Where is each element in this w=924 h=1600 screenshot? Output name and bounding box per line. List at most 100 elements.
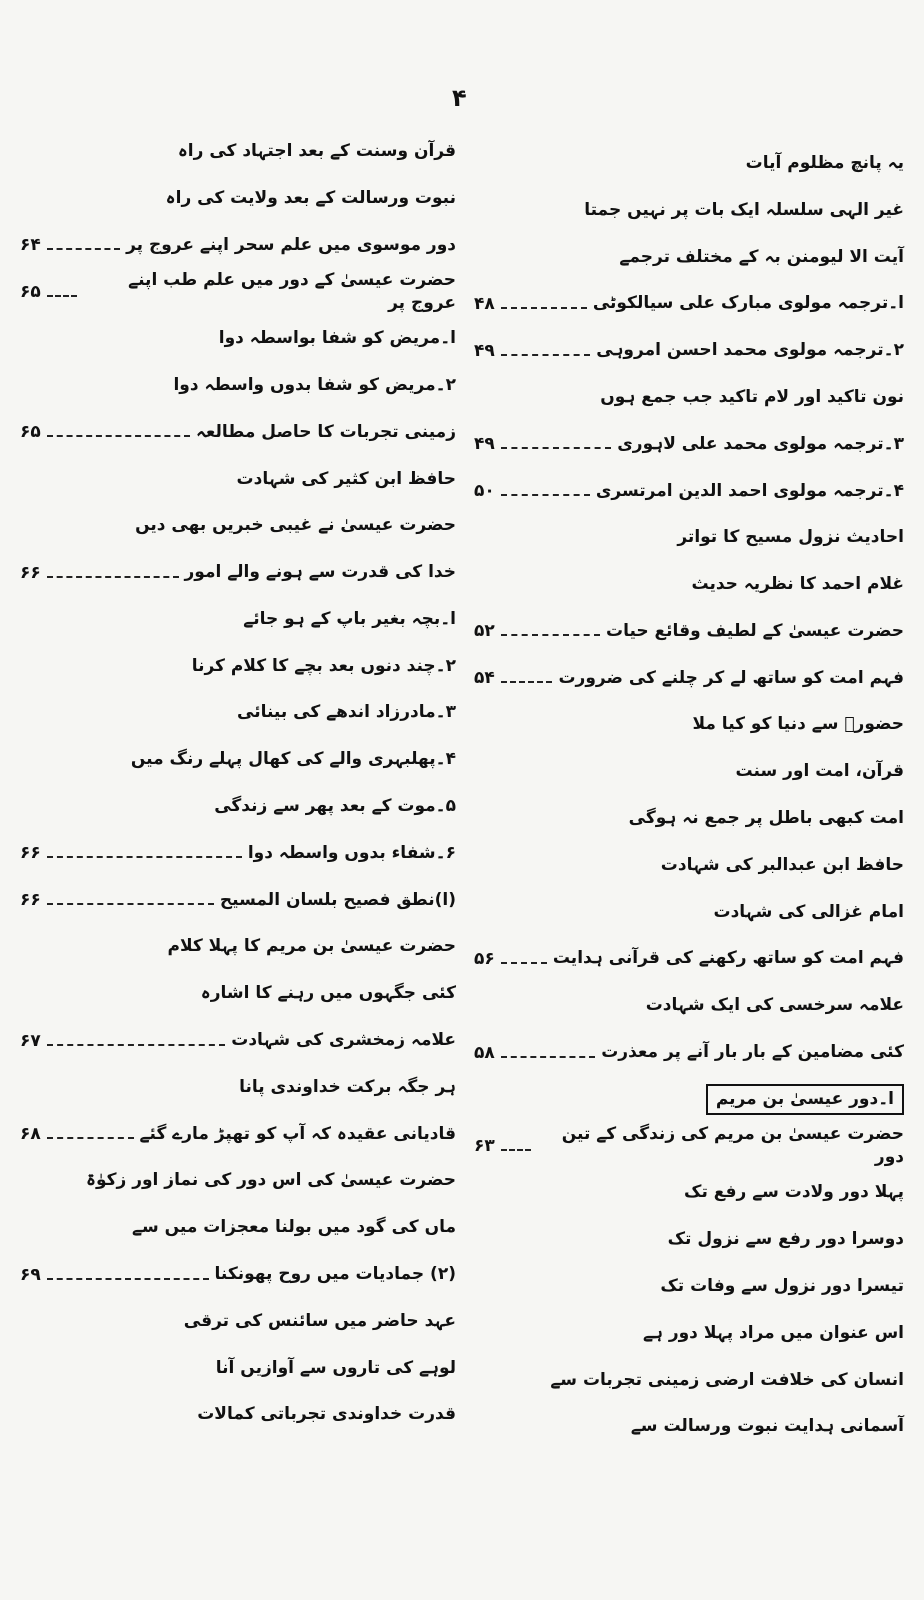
toc-entry-title: آسمانی ہدایت نبوت ورسالت سے [630,1416,904,1437]
toc-entry-title: امام غزالی کی شہادت [713,901,904,922]
dotted-leader [46,1137,134,1140]
toc-entry: قرآن وسنت کے بعد اجتہاد کی راہ [20,128,456,175]
toc-entry: غیر الہی سلسلہ ایک بات پر نہیں جمتا [474,187,904,234]
toc-entry-title: ۲۔چند دنوں بعد بچے کا کلام کرنا [191,655,456,676]
dotted-leader [46,1043,226,1046]
toc-entry: ماں کی گود میں بولنا معجزات میں سے [20,1204,456,1251]
toc-left-column: قرآن وسنت کے بعد اجتہاد کی راہ نبوت ورسال… [20,128,456,1438]
toc-entry: قدرت خداوندی تجرباتی کمالات [20,1392,456,1439]
toc-entry-page: ۶۶ [20,562,41,583]
toc-entry-title: زمینی تجربات کا حاصل مطالعہ [195,421,456,442]
toc-entry: ۳۔مادرزاد اندھے کی بینائی [20,690,456,737]
toc-entry: خدا کی قدرت سے ہونے والے امور ۶۶ [20,549,456,596]
toc-entry-title: علامہ سرخسی کی ایک شہادت [645,995,904,1016]
toc-entry-page: ۶۶ [20,843,41,864]
toc-entry: آسمانی ہدایت نبوت ورسالت سے [474,1404,904,1451]
toc-entry: امام غزالی کی شہادت [474,889,904,936]
toc-entry: نون تاکید اور لام تاکید جب جمع ہوں [474,374,904,421]
toc-entry-title: قرآن وسنت کے بعد اجتہاد کی راہ [177,140,456,161]
toc-entry-title: حافظ ابن عبدالبر کی شہادت [660,854,904,875]
toc-right-column: یہ پانچ مظلوم آیات غیر الہی سلسلہ ایک بات… [474,140,904,1450]
toc-entry-title: ا۔ترجمہ مولوی مبارک علی سیالکوٹی [592,293,904,314]
toc-entry: دوسرا دور رفع سے نزول تک [474,1216,904,1263]
toc-entry-title: ۲۔مریض کو شفا بدوں واسطہ دوا [173,374,456,395]
toc-entry-title: (ا)نطق فصیح بلسان المسیح [219,889,456,910]
toc-entry-title: علامہ زمخشری کی شہادت [231,1030,456,1051]
toc-entry-title: دوسرا دور رفع سے نزول تک [667,1229,904,1250]
dotted-leader [500,353,591,356]
toc-entry-title: کئی مضامین کے بار بار آنے پر معذرت [601,1042,904,1063]
toc-entry: آیت الا لیومنن بہ کے مختلف ترجمے [474,234,904,281]
toc-entry-title: حضرت عیسیٰ بن مریم کا پہلا کلام [167,936,457,957]
toc-entry-title: حضرت عیسیٰ نے غیبی خبریں بھی دیں [135,515,456,536]
toc-entry-title: حافظ ابن کثیر کی شہادت [236,468,456,489]
toc-entry-title: ۶۔شفاء بدوں واسطہ دوا [247,842,456,863]
toc-entry: کئی مضامین کے بار بار آنے پر معذرت ۵۸ [474,1029,904,1076]
toc-entry-title: ۳۔مادرزاد اندھے کی بینائی [237,702,456,723]
toc-entry: ا۔مریض کو شفا بواسطہ دوا [20,315,456,362]
toc-entry: حضرت عیسیٰ بن مریم کا پہلا کلام [20,924,457,971]
toc-entry-title: ماں کی گود میں بولنا معجزات میں سے [131,1217,456,1238]
dotted-leader [500,493,590,496]
toc-entry: قادیانی عقیدہ کہ آپ کو تھپڑ مارے گئے ۶۸ [20,1111,456,1158]
toc-entry-title: نون تاکید اور لام تاکید جب جمع ہوں [600,386,904,407]
dotted-leader [46,903,214,906]
toc-entry-page: ۶۶ [20,890,41,911]
toc-entry-page: ۵۲ [474,621,495,642]
toc-entry: کئی جگہوں میں رہنے کا اشارہ [20,970,456,1017]
toc-entry: اس عنوان میں مراد پہلا دور ہے [474,1310,904,1357]
toc-entry-title: قادیانی عقیدہ کہ آپ کو تھپڑ مارے گئے [139,1123,456,1144]
toc-entry-title: حضرت عیسیٰ کے دور میں علم طب اپنے عروج پ… [128,269,456,313]
toc-entry-title: تیسرا دور نزول سے وفات تک [660,1276,904,1297]
toc-entry-title: احادیث نزول مسیح کا تواتر [677,527,904,548]
toc-entry: یہ پانچ مظلوم آیات [474,140,904,187]
toc-entry: عہد حاضر میں سائنس کی ترقی [20,1298,456,1345]
toc-entry-title: خدا کی قدرت سے ہونے والے امور [184,562,457,583]
toc-entry: تیسرا دور نزول سے وفات تک [474,1263,904,1310]
toc-entry: دور موسوی میں علم سحر اپنے عروج پر ۶۴ [20,222,456,269]
toc-entry-title: ۴۔ترجمہ مولوی احمد الدین امرتسری [595,480,904,501]
toc-entry: انسان کی خلافت ارضی زمینی تجربات سے [474,1357,904,1404]
toc-entry-title: اس عنوان میں مراد پہلا دور ہے [642,1322,904,1343]
toc-entry-title: کئی جگہوں میں رہنے کا اشارہ [200,983,456,1004]
toc-entry-title: (۲) جمادیات میں روح پھونکنا [214,1264,456,1285]
toc-entry: حضرت عیسیٰ نے غیبی خبریں بھی دیں [20,502,456,549]
toc-entry: (ا)نطق فصیح بلسان المسیح ۶۶ [20,877,456,924]
toc-entry: حضرت عیسیٰ کے دور میں علم طب اپنے عروج پ… [20,268,456,315]
toc-entry-title: فہم امت کو ساتھ رکھنے کی قرآنی ہدایت [552,948,904,969]
toc-entry-title: قدرت خداوندی تجرباتی کمالات [197,1404,456,1425]
toc-entry-title: امت کبھی باطل پر جمع نہ ہوگی [628,808,904,829]
toc-entry: فہم امت کو ساتھ رکھنے کی قرآنی ہدایت ۵۶ [474,936,904,983]
toc-entry-title: حضرت عیسیٰ کے لطیف وقائع حیات [605,620,904,641]
toc-entry: پہلا دور ولادت سے رفع تک [474,1170,904,1217]
dotted-leader [46,294,77,297]
toc-entry-title: غیر الہی سلسلہ ایک بات پر نہیں جمتا [584,199,904,220]
toc-entry-page: ۵۶ [474,948,495,969]
toc-entry-page: ۶۷ [20,1030,41,1051]
toc-entry: حضورؐ سے دنیا کو کیا ملا [474,702,904,749]
toc-entry-title: لوہے کی تاروں سے آوازیں آنا [215,1357,456,1378]
toc-entry: علامہ سرخسی کی ایک شہادت [474,982,904,1029]
dotted-leader [46,1277,209,1280]
toc-entry: ا۔بچہ بغیر باپ کے ہو جائے [20,596,456,643]
dotted-leader [46,435,190,438]
toc-entry: امت کبھی باطل پر جمع نہ ہوگی [474,795,904,842]
toc-entry: ۲۔ترجمہ مولوی محمد احسن امروہی ۴۹ [474,327,904,374]
toc-entry: ا۔دور عیسیٰ بن مریم [474,1076,904,1123]
toc-entry-title: دور موسوی میں علم سحر اپنے عروج پر [126,234,456,255]
toc-entry: ۲۔چند دنوں بعد بچے کا کلام کرنا [20,643,456,690]
toc-entry-title: یہ پانچ مظلوم آیات [745,152,904,173]
toc-entry-title: ۴۔پھلبہری والے کی کھال پہلے رنگ میں [130,749,456,770]
toc-entry: حافظ ابن کثیر کی شہادت [20,456,456,503]
toc-entry-title: فہم امت کو ساتھ لے کر چلنے کی ضرورت [558,667,904,688]
toc-entry-title: ہر جگہ برکت خداوندی پانا [239,1076,456,1097]
page-number: ۴ [452,84,467,112]
toc-entry: حضرت عیسیٰ کی اس دور کی نماز اور زکوٰۃ [20,1158,456,1205]
toc-entry-page: ۴۹ [474,434,495,455]
toc-entry-title: انسان کی خلافت ارضی زمینی تجربات سے [550,1369,904,1390]
toc-entry-page: ۵۴ [474,668,495,689]
dotted-leader [46,247,121,250]
toc-entry: ۵۔موت کے بعد پھر سے زندگی [20,783,456,830]
dotted-leader [500,681,553,684]
toc-entry: لوہے کی تاروں سے آوازیں آنا [20,1345,456,1392]
